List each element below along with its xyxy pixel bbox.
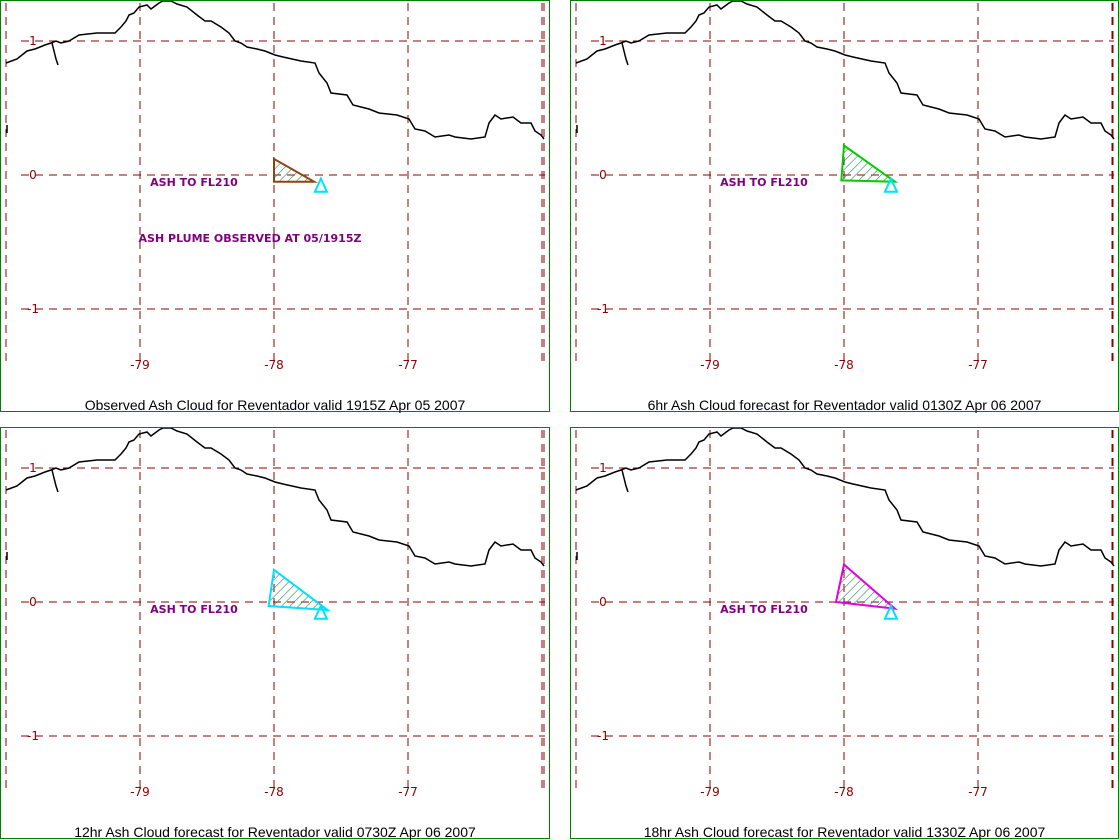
latitude-tick-label: 1 <box>599 461 607 475</box>
map-caption: 12hr Ash Cloud forecast for Reventador v… <box>74 824 476 840</box>
ash-altitude-annotation: ASH TO FL210 <box>150 176 238 189</box>
volcano-triangle-icon <box>313 603 329 620</box>
longitude-tick-label: -79 <box>130 785 150 799</box>
ash-observation-annotation: ASH PLUME OBSERVED AT 05/1915Z <box>139 232 362 245</box>
longitude-tick-label: -77 <box>398 785 418 799</box>
ash-altitude-annotation: ASH TO FL210 <box>720 176 808 189</box>
longitude-tick-label: -78 <box>264 358 284 372</box>
latitude-tick-label: -1 <box>27 729 39 743</box>
ash-cloud-polygon <box>834 562 899 611</box>
map-panel-12hr-forecast: 1 0 -1 -79 -78 -77 ASH TO FL210 12hr Ash Cloud… <box>0 427 550 840</box>
map-canvas: 1 0 -1 -79 -78 -77 ASH TO FL210 <box>5 428 545 799</box>
longitude-tick-label: -77 <box>398 358 418 372</box>
longitude-tick-label: -79 <box>700 358 720 372</box>
longitude-tick-label: -78 <box>834 358 854 372</box>
coastline <box>575 428 1115 567</box>
latitude-tick-label: 0 <box>29 168 37 182</box>
latitude-tick-label: 0 <box>599 595 607 609</box>
ash-altitude-annotation: ASH TO FL210 <box>720 603 808 616</box>
latitude-tick-label: 1 <box>599 34 607 48</box>
map-caption: 6hr Ash Cloud forecast for Reventador va… <box>647 397 1042 413</box>
coastline-spur <box>51 42 59 66</box>
latitude-tick-label: 0 <box>599 168 607 182</box>
latitude-tick-label: 1 <box>29 461 37 475</box>
map-panel-6hr-forecast: 1 0 -1 -79 -78 -77 ASH TO FL210 6hr Ash Cloud … <box>570 0 1119 413</box>
longitude-tick-label: -78 <box>264 785 284 799</box>
volcano-triangle-icon <box>883 176 899 193</box>
coastline-spur <box>621 42 629 66</box>
ash-altitude-annotation: ASH TO FL210 <box>150 603 238 616</box>
latitude-tick-label: -1 <box>27 302 39 316</box>
map-panel-18hr-forecast: 1 0 -1 -79 -78 -77 ASH TO FL210 18hr Ash Cloud… <box>570 427 1119 840</box>
coastline <box>5 428 545 567</box>
coastline-spur <box>621 469 629 493</box>
latitude-tick-label: -1 <box>597 302 609 316</box>
coastline-spur <box>51 469 59 493</box>
volcano-triangle-icon <box>313 176 329 193</box>
volcano-triangle-icon <box>883 603 899 620</box>
latitude-tick-label: -1 <box>597 729 609 743</box>
map-canvas: 1 0 -1 -79 -78 -77 ASH TO FL210 <box>575 1 1115 372</box>
latitude-tick-label: 0 <box>29 595 37 609</box>
ash-cloud-polygon <box>273 157 318 183</box>
map-caption: 18hr Ash Cloud forecast for Reventador v… <box>643 824 1046 840</box>
longitude-tick-label: -79 <box>130 358 150 372</box>
ash-cloud-polygon <box>267 568 331 612</box>
map-canvas: 1 0 -1 -79 -78 -77 ASH TO FL210 ASH PLUME OBSER… <box>5 1 545 372</box>
coastline <box>5 1 545 140</box>
latitude-tick-label: 1 <box>29 34 37 48</box>
longitude-tick-label: -78 <box>834 785 854 799</box>
map-caption: Observed Ash Cloud for Reventador valid … <box>84 397 466 413</box>
map-canvas: 1 0 -1 -79 -78 -77 ASH TO FL210 <box>575 428 1115 799</box>
longitude-tick-label: -77 <box>968 358 988 372</box>
longitude-tick-label: -77 <box>968 785 988 799</box>
longitude-tick-label: -79 <box>700 785 720 799</box>
ash-cloud-polygon <box>840 143 899 183</box>
map-panel-observed: 1 0 -1 -79 -78 -77 ASH TO FL210 ASH PLUME OBSER… <box>0 0 550 413</box>
coastline <box>575 1 1115 140</box>
